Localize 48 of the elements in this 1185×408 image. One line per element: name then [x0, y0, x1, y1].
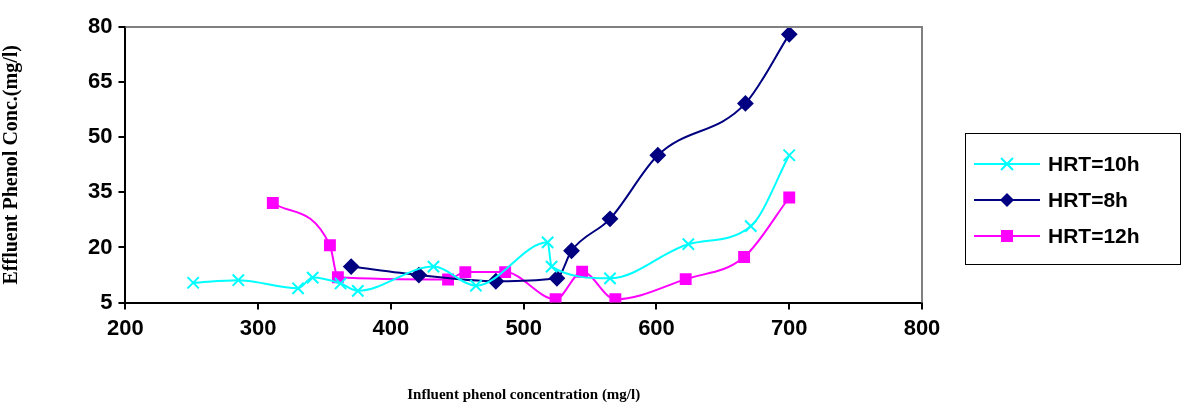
point	[231, 273, 245, 287]
legend-label: HRT=8h	[1048, 188, 1128, 212]
point	[737, 95, 754, 112]
y-tick-label: 50	[87, 123, 113, 149]
x-axis-title: Influent phenol concentration (mg/l)	[407, 385, 641, 403]
point	[603, 271, 617, 285]
point	[459, 266, 472, 279]
point	[351, 284, 365, 298]
y-axis-title: Effluent Phenol Conc.(mg/l)	[0, 45, 23, 285]
point	[323, 239, 336, 252]
point	[426, 259, 441, 274]
point	[343, 258, 360, 275]
x-tick-label: 300	[239, 314, 277, 340]
x-tick-label: 700	[770, 314, 808, 340]
legend-label: HRT=12h	[1048, 224, 1140, 248]
x-tick-label: 500	[505, 314, 543, 340]
point	[649, 147, 666, 164]
y-tick-label: 80	[87, 13, 113, 39]
point	[602, 210, 619, 227]
point	[549, 293, 562, 303]
point	[783, 191, 796, 204]
point	[306, 270, 320, 285]
point	[548, 270, 565, 287]
y-tick-label: 5	[100, 288, 113, 314]
x-tick-label: 400	[372, 314, 410, 340]
point	[186, 276, 200, 290]
point	[681, 237, 696, 251]
y-tick-label: 20	[87, 233, 113, 259]
point	[563, 242, 580, 259]
x-tick-label: 800	[903, 314, 941, 340]
point	[782, 148, 796, 162]
x-tick-label: 200	[107, 314, 144, 340]
point	[744, 219, 758, 233]
y-tick-label: 35	[87, 178, 113, 204]
legend-label: HRT=10h	[1048, 152, 1140, 176]
point	[333, 276, 348, 291]
point	[410, 267, 427, 284]
point	[738, 251, 751, 263]
y-tick-label: 65	[87, 68, 113, 94]
point	[540, 235, 555, 249]
point	[291, 281, 305, 295]
point	[609, 293, 622, 303]
point	[781, 27, 798, 43]
point	[469, 279, 483, 293]
point	[679, 273, 692, 286]
point	[544, 259, 559, 274]
point	[266, 197, 279, 209]
x-tick-label: 600	[638, 314, 675, 340]
